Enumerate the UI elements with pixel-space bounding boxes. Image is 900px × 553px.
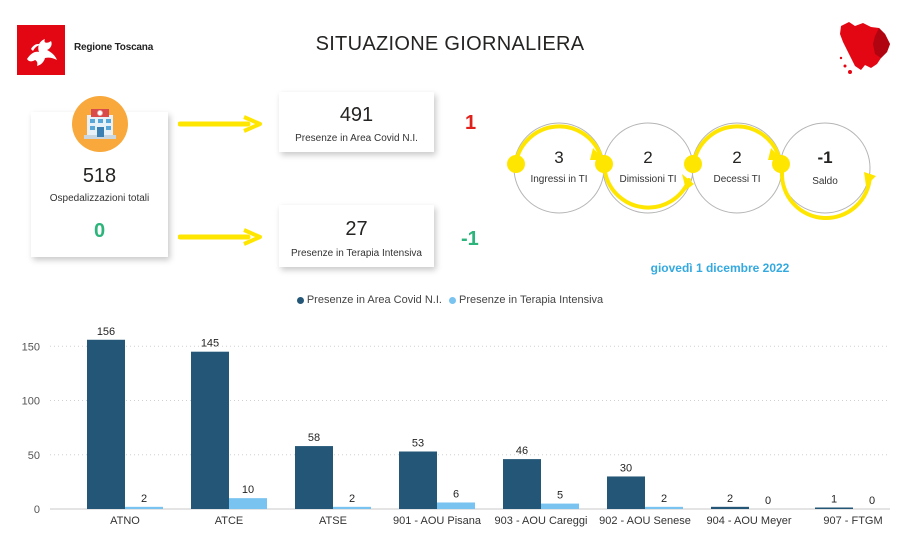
arrow-to-ti-icon bbox=[178, 228, 262, 246]
bar-ti bbox=[333, 506, 371, 509]
ti-delta: -1 bbox=[461, 228, 479, 250]
terapia-intensiva-card: 27 Presenze in Terapia Intensiva bbox=[279, 205, 434, 267]
y-tick-label: 0 bbox=[34, 504, 40, 516]
bar-value-label: 0 bbox=[765, 495, 771, 507]
page-title: SITUAZIONE GIORNALIERA bbox=[315, 33, 585, 55]
bar-area bbox=[191, 351, 229, 509]
bar-area bbox=[815, 507, 853, 509]
legend-item-ti: Presenze in Terapia Intensiva bbox=[449, 294, 603, 306]
decessi-value: 2 bbox=[732, 148, 742, 167]
bar-value-label: 156 bbox=[97, 326, 115, 338]
saldo-label: Saldo bbox=[812, 176, 838, 187]
ti-label: Presenze in Terapia Intensiva bbox=[290, 248, 422, 259]
area-delta: 1 bbox=[465, 112, 477, 134]
y-tick-label: 100 bbox=[22, 396, 40, 408]
bar-ti bbox=[229, 498, 267, 509]
bar-value-label: 2 bbox=[727, 493, 733, 505]
bar-value-label: 5 bbox=[557, 490, 563, 502]
bar-value-label: 6 bbox=[453, 488, 459, 500]
chart-legend: Presenze in Area Covid N.I. Presenze in … bbox=[0, 294, 900, 306]
bar-value-label: 0 bbox=[869, 495, 875, 507]
legend-label-area: Presenze in Area Covid N.I. bbox=[306, 294, 442, 306]
total-hospitalizations-card: 518 Ospedalizzazioni totali 0 bbox=[31, 96, 168, 257]
ti-value: 27 bbox=[345, 218, 368, 240]
bar-value-label: 2 bbox=[349, 493, 355, 505]
x-tick-label: 907 - FTGM bbox=[823, 515, 882, 527]
bar-value-label: 2 bbox=[141, 493, 147, 505]
arrow-to-area-icon bbox=[178, 115, 262, 133]
bar-value-label: 46 bbox=[516, 445, 528, 457]
x-tick-label: 902 - AOU Senese bbox=[599, 515, 691, 527]
bar-value-label: 10 bbox=[242, 484, 254, 496]
bar-chart: 0501001501562ATNO14510ATCE582ATSE536901 … bbox=[22, 326, 890, 527]
legend-swatch-area bbox=[296, 296, 304, 304]
tuscany-map-icon bbox=[835, 18, 893, 83]
total-label: Ospedalizzazioni totali bbox=[49, 193, 150, 204]
bar-area bbox=[399, 451, 437, 509]
saldo-value: -1 bbox=[817, 148, 833, 167]
ingressi-label: Ingressi in TI bbox=[530, 174, 588, 185]
x-tick-label: 903 - AOU Careggi bbox=[495, 515, 588, 527]
x-tick-label: ATCE bbox=[215, 515, 244, 527]
area-label: Presenze in Area Covid N.I. bbox=[295, 133, 418, 144]
bar-area bbox=[87, 339, 125, 509]
legend-item-area: Presenze in Area Covid N.I. bbox=[296, 294, 442, 306]
area-covid-card: 491 Presenze in Area Covid N.I. bbox=[279, 92, 434, 152]
bar-value-label: 1 bbox=[831, 494, 837, 506]
bar-value-label: 58 bbox=[308, 432, 320, 444]
legend-label-ti: Presenze in Terapia Intensiva bbox=[459, 294, 604, 306]
regione-toscana-logo bbox=[17, 25, 65, 75]
total-delta: 0 bbox=[93, 220, 106, 242]
report-date: giovedì 1 dicembre 2022 bbox=[650, 261, 790, 275]
dimissioni-value: 2 bbox=[643, 148, 653, 167]
x-tick-label: 904 - AOU Meyer bbox=[707, 515, 792, 527]
legend-swatch-ti bbox=[449, 296, 457, 304]
bar-value-label: 30 bbox=[620, 462, 632, 474]
bar-ti bbox=[645, 506, 683, 509]
x-tick-label: ATNO bbox=[110, 515, 140, 527]
pegasus-logo-icon bbox=[27, 39, 57, 66]
bar-value-label: 53 bbox=[412, 438, 424, 450]
y-tick-label: 50 bbox=[28, 450, 40, 462]
dimissioni-label: Dimissioni TI bbox=[619, 174, 677, 185]
decessi-label: Decessi TI bbox=[713, 174, 761, 185]
y-tick-label: 150 bbox=[22, 341, 40, 353]
logo-text: Regione Toscana bbox=[74, 42, 154, 53]
bar-value-label: 2 bbox=[661, 493, 667, 505]
ti-flow-diagram bbox=[507, 122, 876, 220]
bar-area bbox=[503, 459, 541, 509]
ingressi-value: 3 bbox=[554, 148, 564, 167]
bar-area bbox=[295, 446, 333, 509]
bar-ti bbox=[125, 506, 163, 509]
bar-area bbox=[711, 506, 749, 509]
x-tick-label: 901 - AOU Pisana bbox=[393, 515, 482, 527]
total-value: 518 bbox=[82, 165, 117, 187]
bar-value-label: 145 bbox=[201, 338, 219, 350]
hospital-icon bbox=[71, 95, 129, 158]
x-tick-label: ATSE bbox=[319, 515, 347, 527]
bar-area bbox=[607, 476, 645, 509]
bar-ti bbox=[437, 502, 475, 509]
bar-ti bbox=[541, 503, 579, 509]
area-value: 491 bbox=[339, 104, 374, 126]
